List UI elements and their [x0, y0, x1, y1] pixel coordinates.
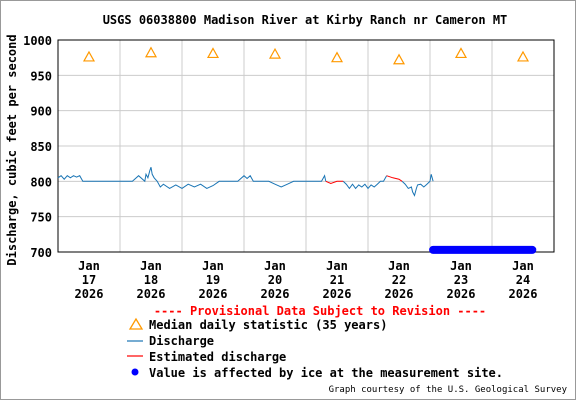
provisional-notice: ---- Provisional Data Subject to Revisio…: [154, 304, 486, 318]
credit-text: Graph courtesy of the U.S. Geological Su…: [329, 385, 568, 395]
x-tick-label: Jan: [388, 259, 410, 273]
y-axis-label: Discharge, cubic feet per second: [5, 34, 19, 265]
median-marker: [268, 47, 282, 59]
discharge-line: [57, 167, 327, 189]
x-tick-label: 2026: [323, 287, 352, 301]
x-axis-ticks: Jan172026Jan182026Jan192026Jan202026Jan2…: [75, 259, 538, 301]
x-tick-label: Jan: [202, 259, 224, 273]
x-tick-label: 23: [454, 273, 468, 287]
legend-label-discharge: Discharge: [149, 334, 214, 348]
x-tick-label: 2026: [385, 287, 414, 301]
x-tick-label: 20: [268, 273, 282, 287]
discharge-line: [342, 175, 388, 190]
median-marker: [392, 53, 406, 65]
y-tick-label: 700: [30, 246, 52, 260]
x-tick-label: 2026: [261, 287, 290, 301]
y-tick-label: 850: [30, 140, 52, 154]
x-tick-label: Jan: [450, 259, 472, 273]
legend: Median daily statistic (35 years) Discha…: [127, 317, 503, 380]
median-marker: [516, 50, 530, 62]
y-tick-label: 750: [30, 211, 52, 225]
y-tick-label: 1000: [23, 34, 52, 48]
median-marker: [454, 47, 468, 59]
legend-label-estimated: Estimated discharge: [149, 350, 286, 364]
y-axis-ticks: 700 750 800 850 900 950 1000: [23, 34, 52, 260]
median-marker: [206, 47, 220, 59]
x-tick-label: 2026: [199, 287, 228, 301]
legend-triangle-icon: [128, 317, 144, 330]
median-marker: [144, 46, 158, 58]
x-tick-label: Jan: [140, 259, 162, 273]
x-tick-label: Jan: [326, 259, 348, 273]
discharge-line: [401, 174, 434, 197]
legend-ice-dot-icon: [131, 368, 139, 376]
x-tick-label: 18: [144, 273, 158, 287]
x-tick-label: 2026: [137, 287, 166, 301]
series: [57, 46, 537, 254]
x-tick-label: Jan: [512, 259, 534, 273]
legend-label-ice: Value is affected by ice at the measurem…: [149, 366, 503, 380]
x-tick-label: 21: [330, 273, 344, 287]
y-tick-label: 900: [30, 105, 52, 119]
median-marker: [330, 51, 344, 63]
x-tick-label: 17: [82, 273, 96, 287]
plot-area: [57, 39, 555, 253]
y-tick-label: 950: [30, 69, 52, 83]
chart-title: USGS 06038800 Madison River at Kirby Ran…: [103, 13, 508, 27]
x-tick-label: Jan: [264, 259, 286, 273]
estimated-discharge-line: [386, 175, 403, 182]
x-tick-label: Jan: [78, 259, 100, 273]
x-tick-label: 22: [392, 273, 406, 287]
x-tick-label: 2026: [75, 287, 104, 301]
grid: [58, 39, 554, 253]
legend-label-median: Median daily statistic (35 years): [149, 318, 387, 332]
x-tick-label: 2026: [447, 287, 476, 301]
estimated-discharge-line: [325, 180, 344, 185]
y-tick-label: 800: [30, 175, 52, 189]
x-tick-label: 2026: [509, 287, 538, 301]
x-tick-label: 19: [206, 273, 220, 287]
median-marker: [82, 50, 96, 62]
x-tick-label: 24: [516, 273, 530, 287]
